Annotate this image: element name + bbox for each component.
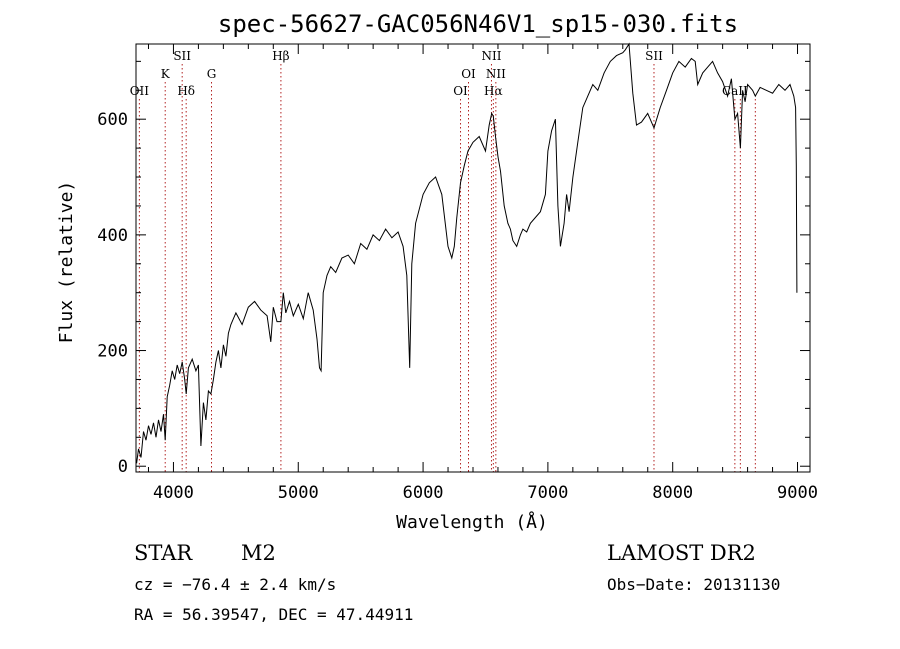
spectral-line-label: NII: [481, 49, 501, 63]
spectral-line-label: OII: [130, 84, 150, 98]
spectral-line-label: K: [161, 67, 171, 81]
object-subclass: M2: [241, 541, 276, 565]
spectral-line-label: Hδ: [177, 84, 195, 98]
x-tick-label: 5000: [278, 483, 319, 503]
x-tick-label: 7000: [527, 483, 568, 503]
survey-name: LAMOST DR2: [607, 541, 756, 565]
spectral-line-label: Hα: [484, 84, 503, 98]
x-tick-label: 9000: [777, 483, 818, 503]
x-axis-ticks: 4000 5000 6000 7000 8000 9000: [147, 44, 818, 503]
spectral-line-label: CaII: [722, 84, 748, 98]
y-tick-label: 600: [97, 110, 128, 130]
x-axis-label: Wavelength (Å): [396, 511, 548, 533]
object-class: STAR: [134, 541, 193, 565]
spectral-line-label: G: [207, 67, 217, 81]
x-tick-label: 4000: [153, 483, 194, 503]
redshift-cz: cz = −76.4 ± 2.4 km/s: [134, 575, 336, 594]
chart-title: spec-56627-GAC056N46V1_sp15-030.fits: [218, 10, 738, 38]
y-tick-label: 400: [97, 226, 128, 246]
spectral-line-label: SII: [173, 49, 191, 63]
spectral-line-label: OI: [461, 67, 476, 81]
y-tick-label: 200: [97, 342, 128, 362]
coordinates: RA = 56.39547, DEC = 47.44911: [134, 605, 413, 624]
plot-frame: [135, 43, 811, 473]
y-tick-label: 0: [118, 457, 128, 477]
y-axis-label: Flux (relative): [56, 181, 77, 344]
x-tick-label: 6000: [403, 483, 444, 503]
spectral-line-label: SII: [645, 49, 663, 63]
obs-date: Obs−Date: 20131130: [607, 575, 780, 594]
y-axis-ticks: 0 200 400 600: [97, 60, 810, 477]
spectrum-line: [136, 42, 798, 464]
x-tick-label: 8000: [652, 483, 693, 503]
spectral-line-label: Hβ: [272, 49, 289, 63]
spectral-line-label: OI: [453, 84, 468, 98]
spectral-line-label: NII: [486, 67, 506, 81]
